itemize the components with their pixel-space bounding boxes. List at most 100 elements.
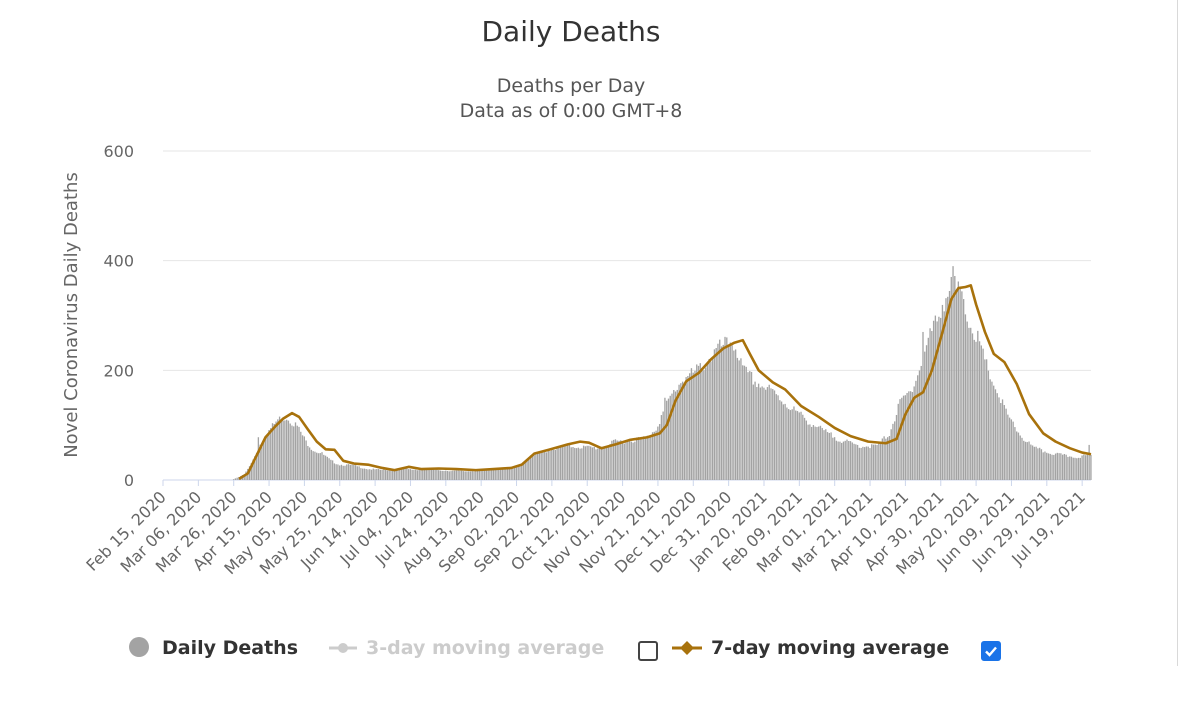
bar — [680, 383, 682, 480]
bar — [948, 290, 951, 480]
bar — [844, 440, 846, 480]
bar — [582, 445, 585, 480]
bar — [351, 464, 353, 480]
bar — [459, 470, 461, 480]
bar — [234, 478, 237, 480]
bar — [581, 448, 583, 480]
bar — [786, 407, 788, 480]
bar — [540, 451, 542, 480]
bar — [331, 460, 334, 480]
bar — [689, 373, 691, 480]
bar — [658, 424, 661, 480]
bar — [747, 372, 749, 480]
y-axis-ticks: 0 200 400 600 — [103, 142, 134, 490]
bar — [849, 441, 852, 480]
bar — [611, 440, 613, 480]
bar — [441, 470, 443, 480]
bar — [482, 469, 484, 480]
bar — [673, 390, 675, 480]
bar — [932, 320, 935, 480]
bar — [1076, 458, 1078, 480]
bar — [805, 420, 807, 480]
bar — [968, 327, 970, 480]
legend-label-3-day-average: 3-day moving average — [366, 637, 604, 659]
bar — [370, 469, 373, 480]
bar — [468, 471, 470, 480]
bar — [694, 370, 696, 480]
bar — [918, 370, 921, 480]
bar — [514, 467, 516, 480]
bar — [291, 425, 293, 480]
bar — [745, 366, 747, 480]
bar — [522, 462, 525, 480]
bar — [685, 377, 687, 480]
bar — [584, 446, 587, 480]
bar — [717, 343, 719, 480]
bar — [471, 471, 473, 480]
bar — [890, 429, 892, 480]
bar — [243, 474, 245, 480]
checkbox-7-day-average[interactable] — [981, 641, 1001, 661]
bar — [333, 463, 336, 480]
bar — [860, 447, 862, 480]
bar — [802, 414, 804, 480]
bar — [940, 317, 942, 480]
checkbox-3-day-average[interactable] — [638, 641, 658, 661]
bar — [936, 321, 938, 480]
bar — [701, 368, 703, 480]
bar — [955, 289, 958, 480]
bar — [738, 360, 740, 480]
bar — [552, 449, 555, 480]
bar — [1047, 453, 1050, 480]
bar — [800, 411, 802, 480]
bar — [818, 426, 820, 480]
bar — [427, 468, 429, 480]
bar — [911, 392, 914, 480]
bar — [789, 410, 792, 480]
bar — [1021, 437, 1023, 480]
bar — [634, 441, 636, 480]
bar — [924, 351, 926, 480]
bar — [902, 395, 905, 480]
bar — [310, 449, 313, 480]
bar — [406, 468, 408, 480]
bar — [929, 328, 931, 480]
legend-item-daily-deaths[interactable]: Daily Deaths — [129, 637, 298, 659]
bar — [542, 451, 544, 480]
bar — [637, 437, 640, 480]
bar — [575, 448, 578, 480]
bar — [724, 336, 726, 480]
bar — [407, 469, 410, 480]
legend-item-7-day-average[interactable]: 7-day moving average — [672, 637, 949, 659]
bar — [434, 469, 436, 480]
bar — [1046, 452, 1048, 480]
bar — [517, 466, 519, 480]
bar — [595, 449, 597, 480]
line-series-7-day-average — [238, 284, 1092, 481]
bar — [653, 431, 655, 480]
bar — [404, 468, 406, 480]
bar — [319, 453, 321, 480]
bar — [360, 468, 362, 480]
bar — [943, 311, 945, 480]
bar — [254, 456, 256, 480]
legend-item-3-day-average[interactable]: 3-day moving average — [329, 637, 604, 659]
bar — [561, 446, 564, 480]
bar — [602, 448, 604, 480]
bar — [938, 316, 940, 480]
series-line-7-day-average — [238, 284, 1092, 481]
bar — [374, 469, 376, 480]
bar — [869, 448, 871, 480]
bar — [443, 470, 445, 480]
bar — [301, 435, 304, 480]
bar — [1007, 414, 1009, 480]
bar — [945, 298, 947, 480]
bar — [469, 471, 472, 480]
bar — [752, 384, 754, 480]
bar — [275, 421, 277, 480]
bar — [915, 380, 917, 480]
bar — [499, 469, 502, 480]
bar — [448, 471, 450, 480]
bar — [614, 439, 617, 480]
bar — [372, 468, 374, 480]
